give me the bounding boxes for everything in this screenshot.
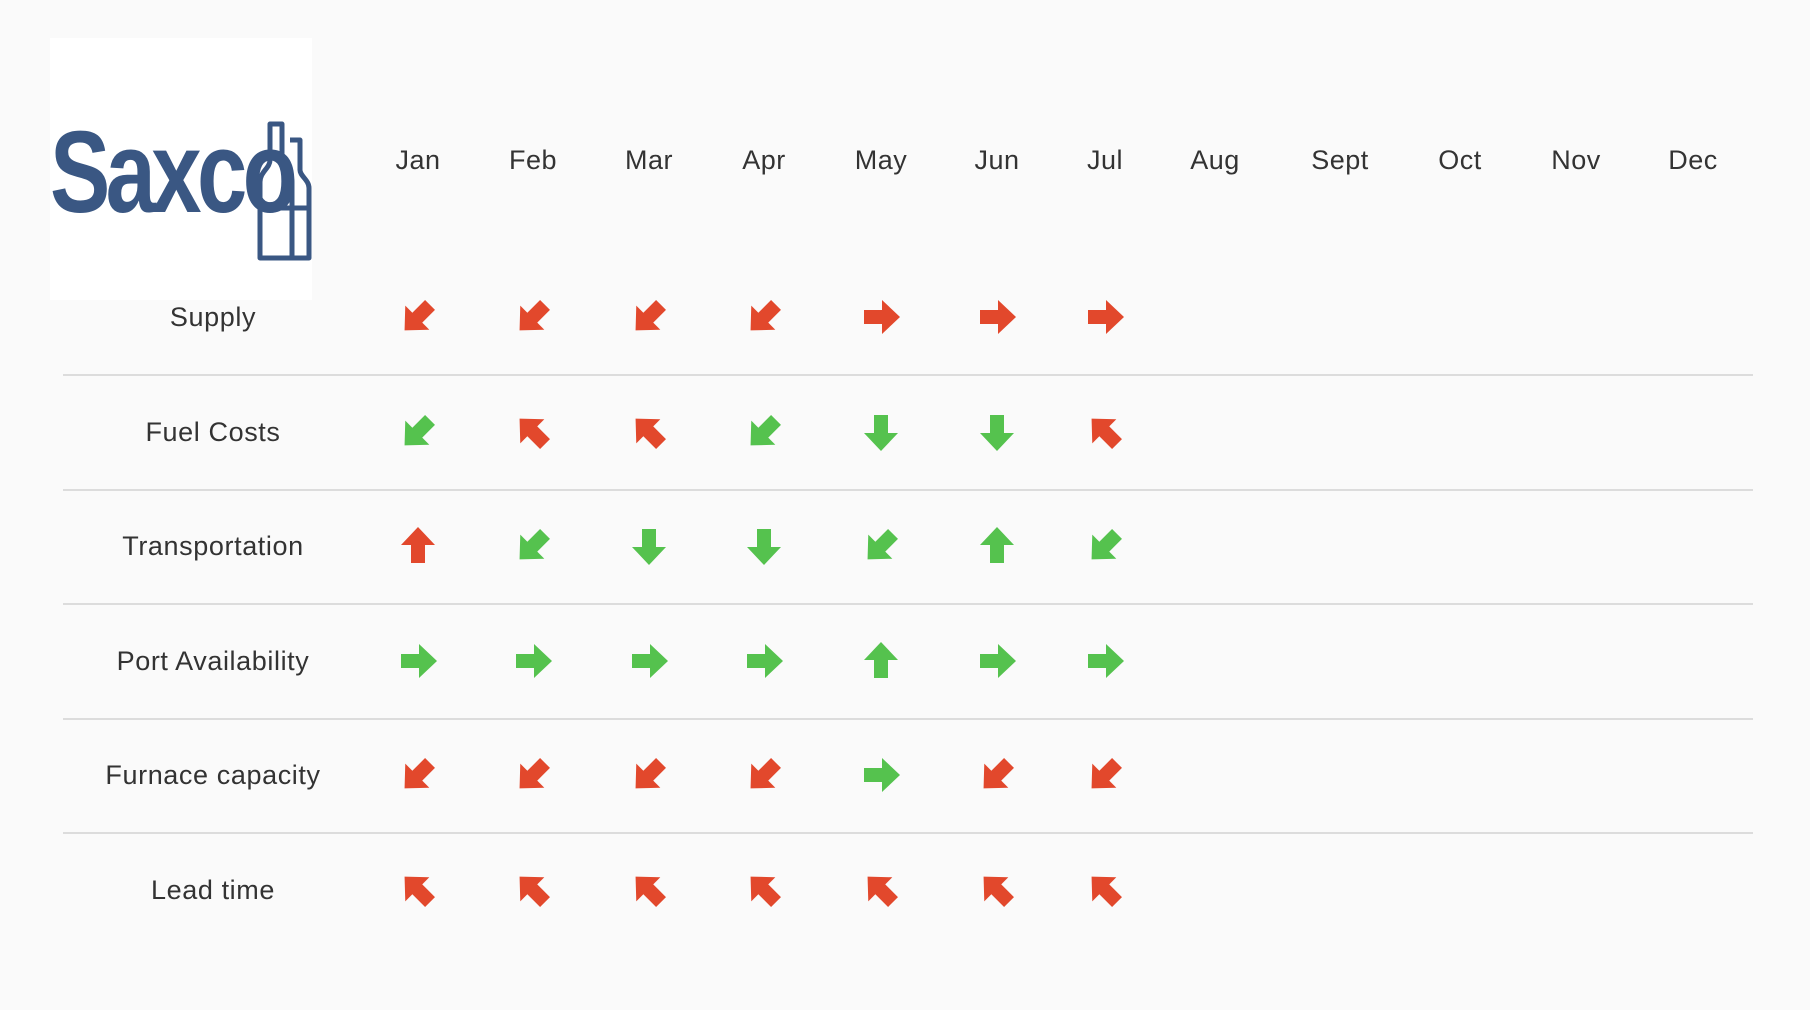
trend-arrow-down-left-icon bbox=[1083, 753, 1127, 797]
trend-arrow-right-icon bbox=[742, 639, 786, 683]
row-divider bbox=[63, 603, 1753, 605]
trend-arrow-up-icon bbox=[859, 639, 903, 683]
month-apr: Apr bbox=[742, 145, 786, 175]
trend-arrow-right-icon bbox=[975, 295, 1019, 339]
month-sept: Sept bbox=[1311, 145, 1369, 175]
row-label-fuel-costs: Fuel Costs bbox=[145, 416, 281, 447]
trend-arrow-up-left-icon bbox=[511, 410, 555, 454]
trend-arrow-down-icon bbox=[742, 524, 786, 568]
trend-arrow-down-left-icon bbox=[396, 410, 440, 454]
month-jan: Jan bbox=[395, 145, 441, 175]
trend-arrow-up-left-icon bbox=[1083, 410, 1127, 454]
trend-arrow-right-icon bbox=[1083, 639, 1127, 683]
bottles-icon bbox=[257, 121, 312, 261]
trend-arrow-up-left-icon bbox=[627, 410, 671, 454]
trend-arrow-up-left-icon bbox=[627, 868, 671, 912]
trend-arrow-down-left-icon bbox=[1083, 524, 1127, 568]
trend-arrow-up-left-icon bbox=[396, 868, 440, 912]
trend-arrow-right-icon bbox=[859, 295, 903, 339]
trend-arrow-right-icon bbox=[859, 753, 903, 797]
row-divider bbox=[63, 374, 1753, 376]
trend-arrow-up-left-icon bbox=[975, 868, 1019, 912]
trend-arrow-right-icon bbox=[1083, 295, 1127, 339]
trend-arrow-up-icon bbox=[396, 524, 440, 568]
trend-arrow-up-left-icon bbox=[1083, 868, 1127, 912]
month-jul: Jul bbox=[1086, 145, 1123, 175]
trend-arrow-right-icon bbox=[627, 639, 671, 683]
trend-arrow-down-left-icon bbox=[396, 295, 440, 339]
row-divider bbox=[63, 717, 1753, 720]
trend-arrow-down-left-icon bbox=[627, 295, 671, 339]
trend-arrow-up-left-icon bbox=[859, 868, 903, 912]
trend-arrow-right-icon bbox=[511, 639, 555, 683]
trend-arrow-right-icon bbox=[975, 639, 1019, 683]
trend-arrow-right-icon bbox=[396, 639, 440, 683]
trend-arrow-down-left-icon bbox=[742, 410, 786, 454]
trend-arrow-down-icon bbox=[859, 410, 903, 454]
trend-arrow-down-icon bbox=[627, 524, 671, 568]
row-divider bbox=[63, 832, 1753, 834]
month-may: May bbox=[854, 145, 908, 175]
trend-arrow-down-left-icon bbox=[511, 753, 555, 797]
trend-arrow-down-left-icon bbox=[511, 295, 555, 339]
month-feb: Feb bbox=[508, 145, 558, 175]
row-label-furnace-capacity: Furnace capacity bbox=[105, 760, 321, 790]
row-label-supply: Supply bbox=[169, 302, 257, 332]
row-divider bbox=[63, 488, 1753, 491]
trend-arrow-down-left-icon bbox=[859, 524, 903, 568]
month-oct: Oct bbox=[1438, 145, 1482, 175]
trend-arrow-down-left-icon bbox=[396, 753, 440, 797]
trend-arrow-down-icon bbox=[975, 410, 1019, 454]
trend-arrow-down-left-icon bbox=[742, 753, 786, 797]
month-aug: Aug bbox=[1190, 145, 1240, 175]
trend-arrow-down-left-icon bbox=[511, 524, 555, 568]
trend-arrow-up-icon bbox=[975, 524, 1019, 568]
month-jun: Jun bbox=[974, 145, 1020, 175]
trend-arrow-up-left-icon bbox=[742, 868, 786, 912]
trend-arrow-up-left-icon bbox=[511, 868, 555, 912]
row-label-port-availability: Port Availability bbox=[116, 645, 310, 676]
row-label-transportation: Transportation bbox=[122, 531, 304, 561]
month-nov: Nov bbox=[1551, 145, 1601, 175]
trend-arrow-down-left-icon bbox=[975, 753, 1019, 797]
logo-wordmark: Saxco bbox=[50, 107, 298, 237]
trend-arrow-down-left-icon bbox=[742, 295, 786, 339]
month-dec: Dec bbox=[1668, 145, 1718, 175]
saxco-logo: Saxco bbox=[50, 38, 312, 300]
row-label-lead-time: Lead time bbox=[151, 874, 275, 905]
trend-arrow-down-left-icon bbox=[627, 753, 671, 797]
month-mar: Mar bbox=[625, 145, 673, 175]
